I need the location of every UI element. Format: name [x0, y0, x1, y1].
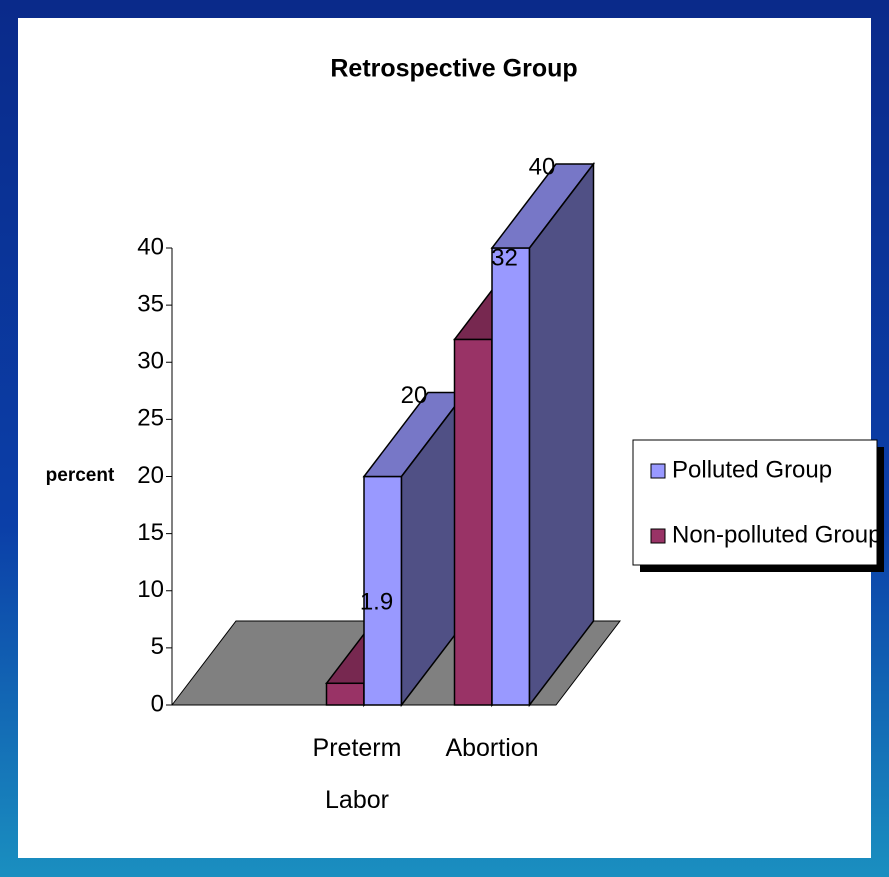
data-label: 32 — [491, 245, 518, 272]
bar-front — [453, 338, 493, 706]
y-axis-label: percent — [46, 465, 115, 486]
y-tick-label: 10 — [137, 576, 164, 603]
legend-swatch — [650, 463, 666, 479]
y-tick-label: 30 — [137, 348, 164, 375]
bar-front — [363, 475, 403, 706]
bar-side — [528, 161, 595, 708]
legend — [632, 439, 878, 566]
y-tick-label: 35 — [137, 290, 164, 317]
legend-label: Non-polluted Group — [672, 521, 881, 548]
data-label: 40 — [529, 153, 556, 180]
data-label: 20 — [401, 382, 428, 409]
y-tick-label: 15 — [137, 519, 164, 546]
y-tick-label: 5 — [151, 633, 164, 660]
x-tick-label: Abortion — [445, 734, 539, 762]
bar-front — [491, 247, 531, 706]
bar-front — [325, 682, 365, 706]
x-tick-label: Preterm Labor — [312, 734, 402, 814]
y-tick-label: 0 — [151, 690, 164, 717]
y-tick-label: 40 — [137, 233, 164, 260]
legend-swatch — [650, 528, 666, 544]
y-tick-label: 25 — [137, 405, 164, 432]
chart-title: Retrospective Group — [330, 55, 577, 83]
y-tick-label: 20 — [137, 462, 164, 489]
data-label: 1.9 — [360, 589, 393, 616]
legend-label: Polluted Group — [672, 456, 832, 483]
